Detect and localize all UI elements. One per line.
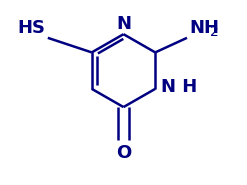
Text: 2: 2	[210, 25, 218, 39]
Text: O: O	[116, 144, 131, 162]
Text: N H: N H	[161, 78, 198, 96]
Text: NH: NH	[189, 19, 219, 37]
Text: HS: HS	[17, 19, 45, 37]
Text: N: N	[116, 15, 131, 33]
